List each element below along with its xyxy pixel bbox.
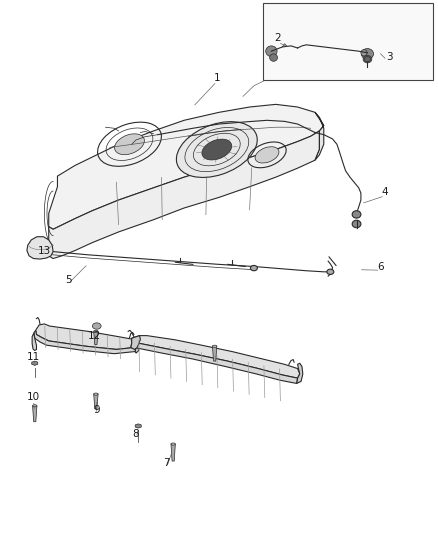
Polygon shape	[315, 112, 324, 160]
Text: 13: 13	[38, 246, 51, 255]
Text: 12: 12	[88, 330, 101, 341]
Polygon shape	[135, 424, 141, 428]
Polygon shape	[135, 340, 140, 353]
Polygon shape	[94, 332, 98, 345]
Ellipse shape	[352, 220, 361, 228]
Ellipse shape	[361, 50, 367, 56]
Ellipse shape	[212, 345, 217, 348]
Polygon shape	[131, 344, 297, 383]
Text: 3: 3	[386, 52, 392, 61]
Text: 1: 1	[213, 73, 220, 83]
Ellipse shape	[202, 139, 232, 160]
Text: 6: 6	[377, 262, 384, 271]
Ellipse shape	[32, 405, 37, 407]
Text: 4: 4	[381, 187, 388, 197]
Text: 2: 2	[275, 33, 281, 43]
Ellipse shape	[94, 330, 98, 333]
Polygon shape	[132, 336, 300, 378]
Polygon shape	[49, 104, 324, 229]
Polygon shape	[212, 346, 217, 361]
Text: 5: 5	[65, 275, 72, 285]
Ellipse shape	[361, 49, 374, 59]
Ellipse shape	[171, 443, 175, 445]
Ellipse shape	[251, 265, 258, 271]
Polygon shape	[32, 361, 38, 366]
Polygon shape	[32, 406, 37, 422]
Ellipse shape	[266, 46, 277, 56]
Text: 10: 10	[27, 392, 40, 402]
Polygon shape	[297, 364, 303, 383]
Ellipse shape	[364, 56, 371, 62]
Bar	[263, 3, 433, 80]
Polygon shape	[34, 330, 136, 354]
Text: 9: 9	[93, 405, 100, 415]
Ellipse shape	[363, 55, 372, 63]
Polygon shape	[94, 394, 98, 409]
Polygon shape	[27, 237, 53, 259]
Ellipse shape	[115, 134, 145, 155]
Text: 8: 8	[133, 429, 139, 439]
Ellipse shape	[352, 211, 361, 218]
Polygon shape	[35, 324, 138, 350]
Polygon shape	[171, 444, 175, 461]
Polygon shape	[49, 131, 319, 259]
Polygon shape	[131, 336, 141, 350]
Ellipse shape	[94, 393, 98, 395]
Ellipse shape	[92, 323, 101, 329]
Text: 7: 7	[163, 458, 170, 468]
Ellipse shape	[327, 269, 334, 274]
Ellipse shape	[255, 147, 279, 163]
Ellipse shape	[270, 54, 278, 61]
Ellipse shape	[177, 122, 257, 177]
Polygon shape	[32, 333, 36, 351]
Text: 11: 11	[27, 352, 40, 362]
